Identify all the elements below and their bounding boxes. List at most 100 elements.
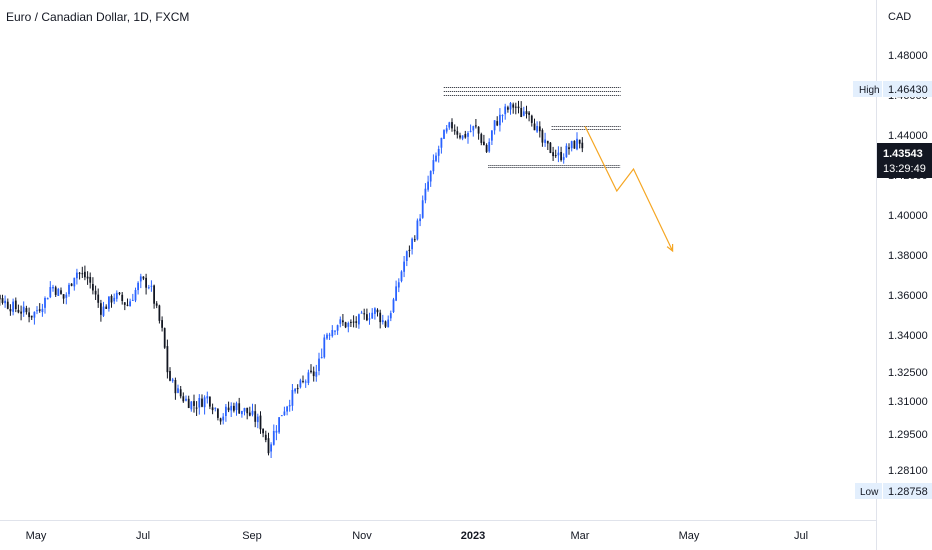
candle-body xyxy=(100,303,102,315)
candle-body xyxy=(501,115,504,117)
candle-body xyxy=(549,142,552,153)
candle-body xyxy=(397,282,400,288)
candle-body xyxy=(573,140,576,149)
candle-body xyxy=(241,410,243,415)
candle-body xyxy=(541,130,544,143)
candle-body xyxy=(211,407,214,411)
candle-body xyxy=(509,103,512,110)
candle-body xyxy=(312,371,315,377)
candle-body xyxy=(174,380,177,394)
candle-body xyxy=(275,430,278,433)
candle-body xyxy=(155,303,158,306)
candle-body xyxy=(62,294,65,299)
high-marker: High 1.46430 xyxy=(853,81,932,97)
candle-body xyxy=(568,147,570,150)
candle-body xyxy=(328,334,331,336)
candle-body xyxy=(491,130,493,141)
candle-body xyxy=(41,308,44,312)
candle-body xyxy=(342,320,344,323)
low-label-box xyxy=(855,483,882,499)
candle-body xyxy=(480,134,483,143)
candle-body xyxy=(514,106,517,108)
candle-body xyxy=(84,271,86,278)
candle-body xyxy=(206,396,209,399)
candle-body xyxy=(533,123,536,131)
candle-body xyxy=(496,121,499,126)
x-tick-label: Jul xyxy=(136,530,150,542)
candle-body xyxy=(363,313,366,315)
candle-body xyxy=(320,357,323,359)
candle-body xyxy=(310,370,312,373)
candle-body xyxy=(376,309,379,313)
candle-body xyxy=(475,125,477,127)
candle-body xyxy=(65,294,68,298)
candle-body xyxy=(121,294,124,301)
x-tick-label: Sep xyxy=(242,530,262,542)
candle-body xyxy=(60,290,62,294)
candle-body xyxy=(105,306,108,309)
y-tick-label: 1.34000 xyxy=(888,330,928,342)
y-tick-label: 1.48000 xyxy=(888,50,928,62)
candle-body xyxy=(145,277,147,288)
candle-body xyxy=(1,298,4,303)
candle-body xyxy=(387,319,390,328)
time-axis[interactable]: May Jul Sep Nov 2023 Mar May Jul xyxy=(26,530,808,542)
candle-body xyxy=(538,126,541,132)
candle-body xyxy=(25,308,28,313)
candle-body xyxy=(451,122,453,129)
candle-body xyxy=(315,371,318,377)
candle-body xyxy=(565,145,568,158)
candle-body xyxy=(530,115,533,123)
candle-body xyxy=(86,276,89,279)
candle-body xyxy=(38,309,41,311)
candle-body xyxy=(267,438,270,454)
candle-body xyxy=(557,152,560,156)
candle-body xyxy=(102,306,105,316)
price-axis[interactable]: 1.480001.460001.440001.420001.400001.380… xyxy=(888,50,928,477)
candle-body xyxy=(331,330,334,337)
y-tick-label: 1.36000 xyxy=(888,290,928,302)
candle-body xyxy=(225,406,227,416)
candle-body xyxy=(222,416,225,421)
candle-body xyxy=(403,261,405,272)
candle-body xyxy=(214,407,217,409)
candle-body xyxy=(435,155,437,161)
candle-body xyxy=(254,411,257,422)
candle-body xyxy=(552,152,554,157)
candle-body xyxy=(416,220,419,240)
y-tick-label: 1.32500 xyxy=(888,367,928,379)
x-tick-label: May xyxy=(679,530,700,542)
candle-body xyxy=(190,401,193,410)
candle-body xyxy=(283,411,286,416)
candle-body xyxy=(262,428,264,434)
candle-body xyxy=(52,286,54,289)
candle-body xyxy=(419,218,421,222)
candle-body xyxy=(432,160,435,172)
candle-body xyxy=(499,114,501,126)
candle-body xyxy=(453,129,456,132)
projection-path[interactable] xyxy=(584,126,674,252)
candle-body xyxy=(427,181,429,190)
candle-body xyxy=(161,320,163,328)
candle-body xyxy=(97,294,100,303)
candle-body xyxy=(217,409,219,418)
candle-body xyxy=(581,142,584,149)
candle-body xyxy=(472,126,475,131)
candle-body xyxy=(187,398,190,408)
candle-body xyxy=(299,380,302,388)
candle-body xyxy=(291,390,294,406)
candle-body xyxy=(288,405,291,407)
candle-body xyxy=(493,120,496,131)
projection xyxy=(584,126,674,253)
candle-body xyxy=(278,417,280,433)
candle-body xyxy=(392,299,395,312)
candle-body xyxy=(576,138,578,150)
candle-body xyxy=(507,107,509,110)
candle-body xyxy=(227,407,230,411)
candle-body xyxy=(355,321,358,323)
candle-body xyxy=(248,412,251,416)
y-tick-label: 1.38000 xyxy=(888,250,928,262)
candle-body xyxy=(459,135,461,138)
x-tick-label: Mar xyxy=(571,530,590,542)
